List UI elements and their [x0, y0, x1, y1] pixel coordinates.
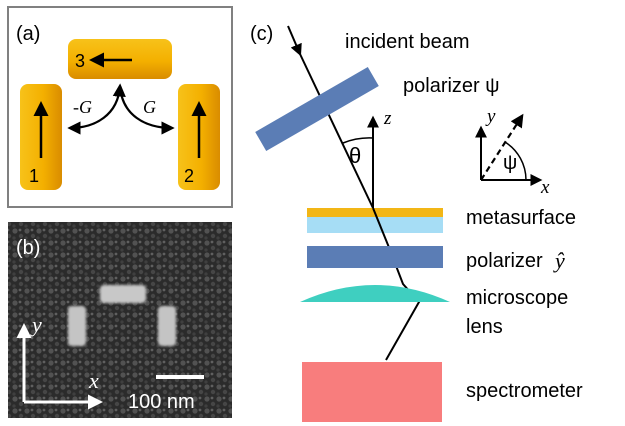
- polarizer-psi-label: polarizer ψ: [403, 75, 500, 97]
- coupling-arrow-right: [118, 85, 175, 135]
- sem-axis-y-label: y: [30, 312, 42, 337]
- sem-rod-2: [158, 306, 176, 346]
- spectrometer-label: spectrometer: [466, 380, 583, 402]
- sem-rod-1: [68, 306, 86, 346]
- metasurface-label: metasurface: [466, 207, 576, 229]
- panel-a: (a) 3 1 2 -G G: [7, 6, 233, 208]
- microscope-label-line2: lens: [466, 316, 503, 338]
- z-axis-label: z: [383, 108, 392, 129]
- sem-image: [8, 222, 232, 418]
- microscope-label-line1: microscope: [466, 287, 568, 309]
- rod-2: 2: [178, 84, 220, 190]
- theta-label: θ: [349, 143, 361, 168]
- coupling-label-g: G: [143, 97, 156, 117]
- rod-3: 3: [68, 39, 172, 79]
- theta-arc: [342, 137, 374, 144]
- polarizer-y-label: polarizer: [466, 250, 543, 272]
- sem-image-shade: [8, 222, 232, 418]
- inset-y-label: y: [485, 106, 496, 127]
- panel-c-label: (c): [250, 23, 273, 45]
- spectrometer-box: [302, 362, 442, 422]
- rod-1: 1: [20, 84, 62, 190]
- incident-beam-label: incident beam: [345, 31, 470, 53]
- coupling-label-minus-g: -G: [73, 97, 92, 117]
- rod-2-label: 2: [184, 166, 194, 186]
- polarizer-psi: [255, 66, 379, 152]
- coupling-arrow-left: [67, 83, 126, 135]
- incident-beam-arrow: [287, 25, 302, 57]
- panel-c: (c) incident beam polarizer ψ z θ y x ψ …: [250, 23, 583, 422]
- scale-bar-label: 100 nm: [128, 391, 195, 413]
- rod-3-label: 3: [75, 51, 85, 71]
- panel-b-label: (b): [16, 237, 40, 259]
- polarizer-y: [307, 246, 443, 268]
- inset-psi-label: ψ: [503, 152, 517, 174]
- panel-b: (b) y x 100 nm: [8, 222, 232, 418]
- metasurface-substrate: [307, 217, 443, 233]
- inset-psi-arc: [504, 141, 527, 181]
- rod-1-label: 1: [29, 166, 39, 186]
- sem-axis-x-label: x: [88, 368, 99, 393]
- polarizer-y-symbol: ŷ: [553, 248, 565, 273]
- transmitted-beam-ray: [372, 207, 421, 361]
- incident-beam-ray: [299, 53, 374, 209]
- inset-x-label: x: [540, 177, 550, 198]
- inset-polarization-arrow: [480, 113, 524, 181]
- sem-rod-3: [100, 285, 146, 303]
- panel-a-label: (a): [16, 23, 40, 45]
- microscope-lens: [300, 285, 450, 302]
